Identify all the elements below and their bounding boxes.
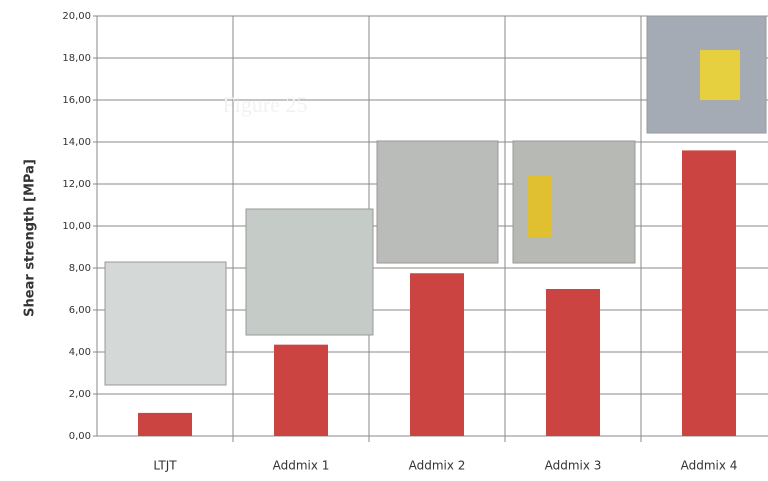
photo <box>104 261 227 386</box>
photo-detail <box>700 50 740 100</box>
y-tick-label: 8,00 <box>69 263 91 274</box>
y-tick-label: 14,00 <box>62 137 91 148</box>
bar <box>682 150 736 436</box>
x-tick-label: Addmix 3 <box>545 459 602 473</box>
y-tick-label: 10,00 <box>62 221 91 232</box>
annotation: Figure 25 <box>223 92 308 117</box>
y-tick-label: 6,00 <box>69 305 91 316</box>
photo <box>376 140 499 264</box>
bar <box>274 344 328 436</box>
bars <box>138 150 736 436</box>
x-tick-label: Addmix 1 <box>273 459 330 473</box>
y-axis-label: Shear strength [MPa] <box>23 159 38 317</box>
photos <box>104 15 767 386</box>
y-tick-label: 18,00 <box>62 53 91 64</box>
y-tick-label: 16,00 <box>62 95 91 106</box>
bar <box>546 289 600 436</box>
y-tick-label: 4,00 <box>69 347 91 358</box>
y-tick-label: 20,00 <box>62 11 91 22</box>
x-tick-label: Addmix 2 <box>409 459 466 473</box>
bar <box>410 273 464 436</box>
photo-detail <box>528 175 552 237</box>
x-tick-label: Addmix 4 <box>681 459 738 473</box>
bar <box>138 412 192 436</box>
photo <box>245 208 374 336</box>
x-tick-label: LTJT <box>153 459 177 473</box>
y-tick-label: 2,00 <box>69 389 91 400</box>
y-tick-label: 12,00 <box>62 179 91 190</box>
y-tick-label: 0,00 <box>69 431 91 442</box>
